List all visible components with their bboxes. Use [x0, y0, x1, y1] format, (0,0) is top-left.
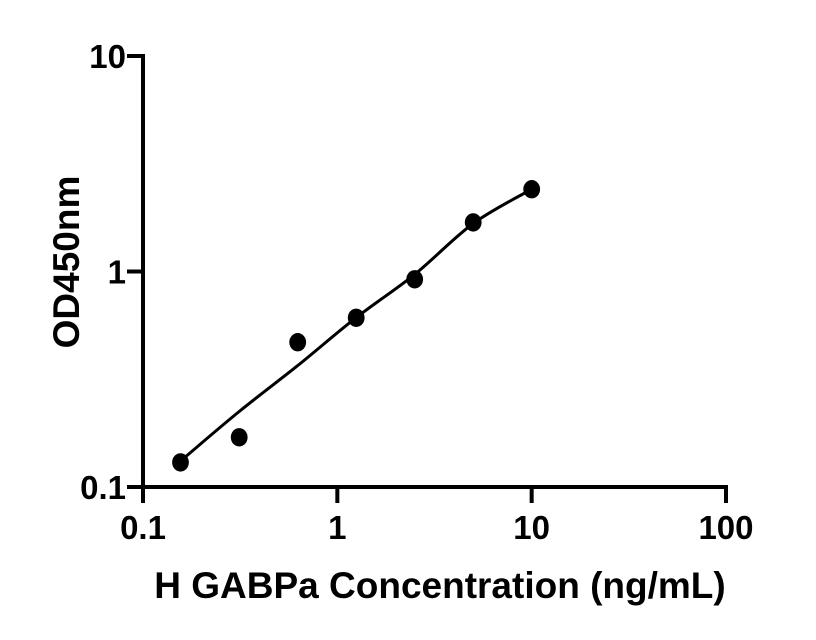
data-point: [289, 333, 307, 352]
x-tick-label: 100: [698, 509, 753, 546]
data-point: [230, 428, 248, 447]
data-point: [464, 213, 482, 232]
y-axis-title: OD450nm: [46, 176, 87, 349]
data-point: [406, 270, 424, 289]
x-tick-label: 10: [513, 509, 550, 546]
y-tick-label: 1: [108, 254, 126, 291]
x-tick-label: 1: [328, 509, 346, 546]
y-tick-label: 10: [89, 38, 126, 75]
y-tick-label: 0.1: [80, 469, 126, 506]
data-point: [172, 453, 189, 472]
x-tick-label: 0.1: [120, 509, 166, 546]
data-point: [523, 180, 541, 199]
x-axis-title: H GABPa Concentration (ng/mL): [154, 565, 725, 606]
data-point: [347, 308, 365, 327]
